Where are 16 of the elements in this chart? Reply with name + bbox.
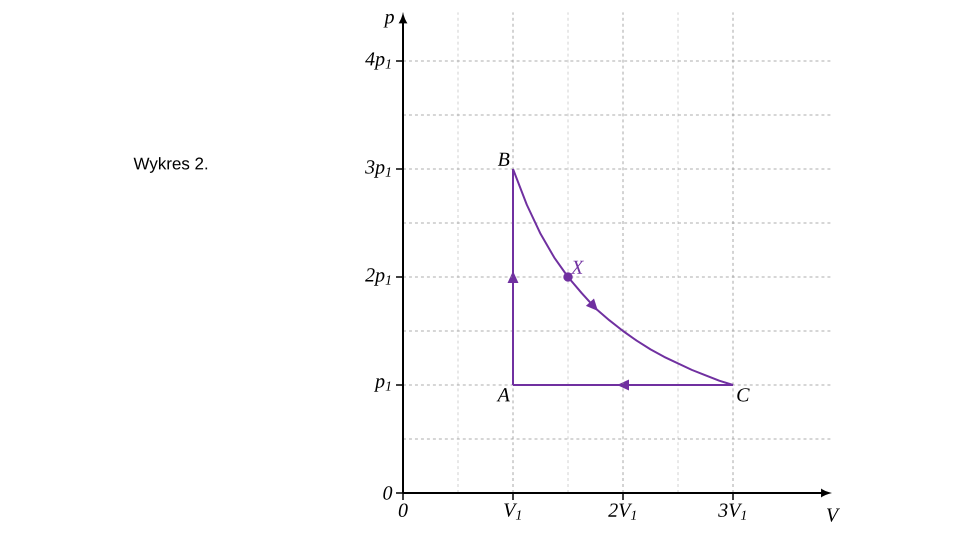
- annotation: X: [570, 260, 584, 274]
- annotation: B: [498, 152, 510, 166]
- x-tick-label: 0: [398, 503, 408, 517]
- x-axis-title: V: [826, 508, 840, 522]
- annotation: A: [496, 388, 510, 402]
- x-tick-label: 3V$_{1}$: [718, 504, 746, 520]
- y-tick-label: 0: [383, 486, 392, 500]
- y-tick-label: 3p$_{1}$: [365, 160, 391, 178]
- annotation: C: [737, 388, 750, 402]
- y-tick-label: 2p$_{1}$: [365, 268, 391, 286]
- y-tick-label: 4p$_{1}$: [365, 52, 391, 70]
- text: Wykres 2.: [134, 157, 208, 173]
- x-tick-label: V$_{1}$: [504, 503, 521, 520]
- y-axis-title: p: [383, 14, 394, 28]
- x-tick-label: 2V$_{1}$: [608, 504, 636, 520]
- y-tick-label: p$_{1}$: [374, 378, 391, 392]
